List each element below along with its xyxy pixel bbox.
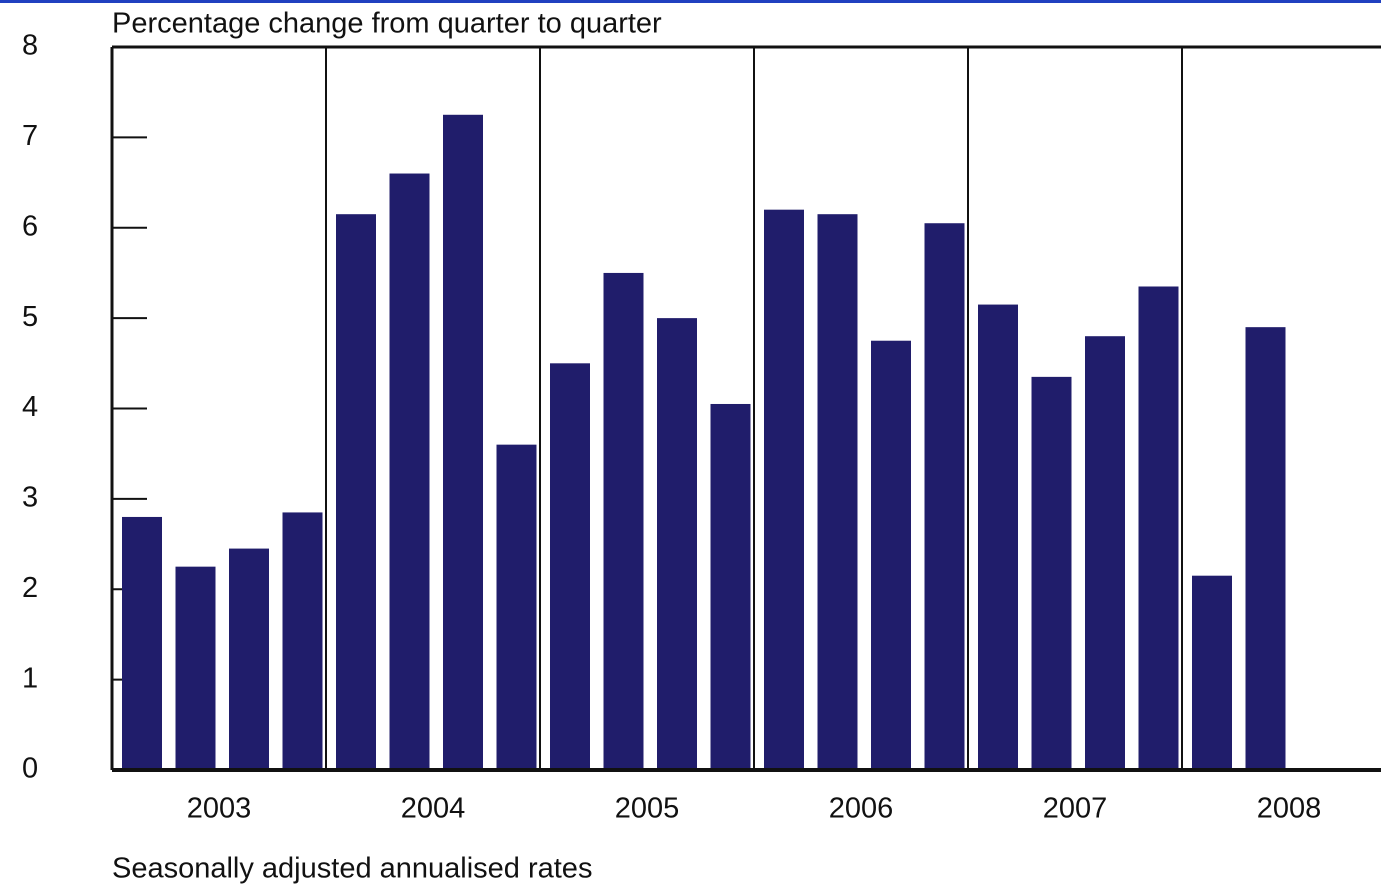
x-tick-label: 2004 (401, 793, 466, 825)
x-tick-label: 2005 (615, 793, 680, 825)
bar (603, 272, 644, 770)
y-tick-label: 7 (22, 120, 38, 152)
bar (389, 173, 430, 770)
bar (924, 223, 965, 770)
y-tick-label: 8 (22, 30, 38, 62)
bar (657, 318, 697, 770)
bar (550, 363, 590, 770)
y-tick-label: 3 (22, 482, 38, 514)
bar (1192, 575, 1232, 770)
bar (764, 209, 804, 771)
x-tick-label: 2007 (1043, 793, 1108, 825)
bar (1031, 376, 1072, 770)
bar (1085, 336, 1125, 770)
top-border (0, 0, 1381, 3)
bar (1245, 327, 1286, 770)
bar (978, 304, 1018, 770)
y-tick-label: 1 (22, 662, 38, 694)
bar (282, 512, 323, 770)
bar (817, 214, 858, 771)
bar (710, 403, 751, 770)
chart-note: Seasonally adjusted annualised rates (112, 853, 592, 885)
y-tick-label: 4 (22, 391, 38, 423)
bar (1138, 286, 1179, 770)
bar (336, 214, 376, 771)
x-tick-label: 2006 (829, 793, 894, 825)
bar (871, 340, 911, 770)
y-tick-label: 5 (22, 301, 38, 333)
x-tick-label: 2008 (1257, 793, 1322, 825)
y-tick-label: 0 (22, 753, 38, 785)
bar (496, 444, 537, 770)
y-tick-label: 2 (22, 572, 38, 604)
bar (229, 548, 269, 770)
x-tick-label: 2003 (187, 793, 252, 825)
bar (443, 114, 483, 770)
bar (175, 566, 216, 770)
chart-title: Percentage change from quarter to quarte… (112, 8, 662, 40)
bar (122, 516, 162, 770)
y-tick-label: 6 (22, 210, 38, 242)
